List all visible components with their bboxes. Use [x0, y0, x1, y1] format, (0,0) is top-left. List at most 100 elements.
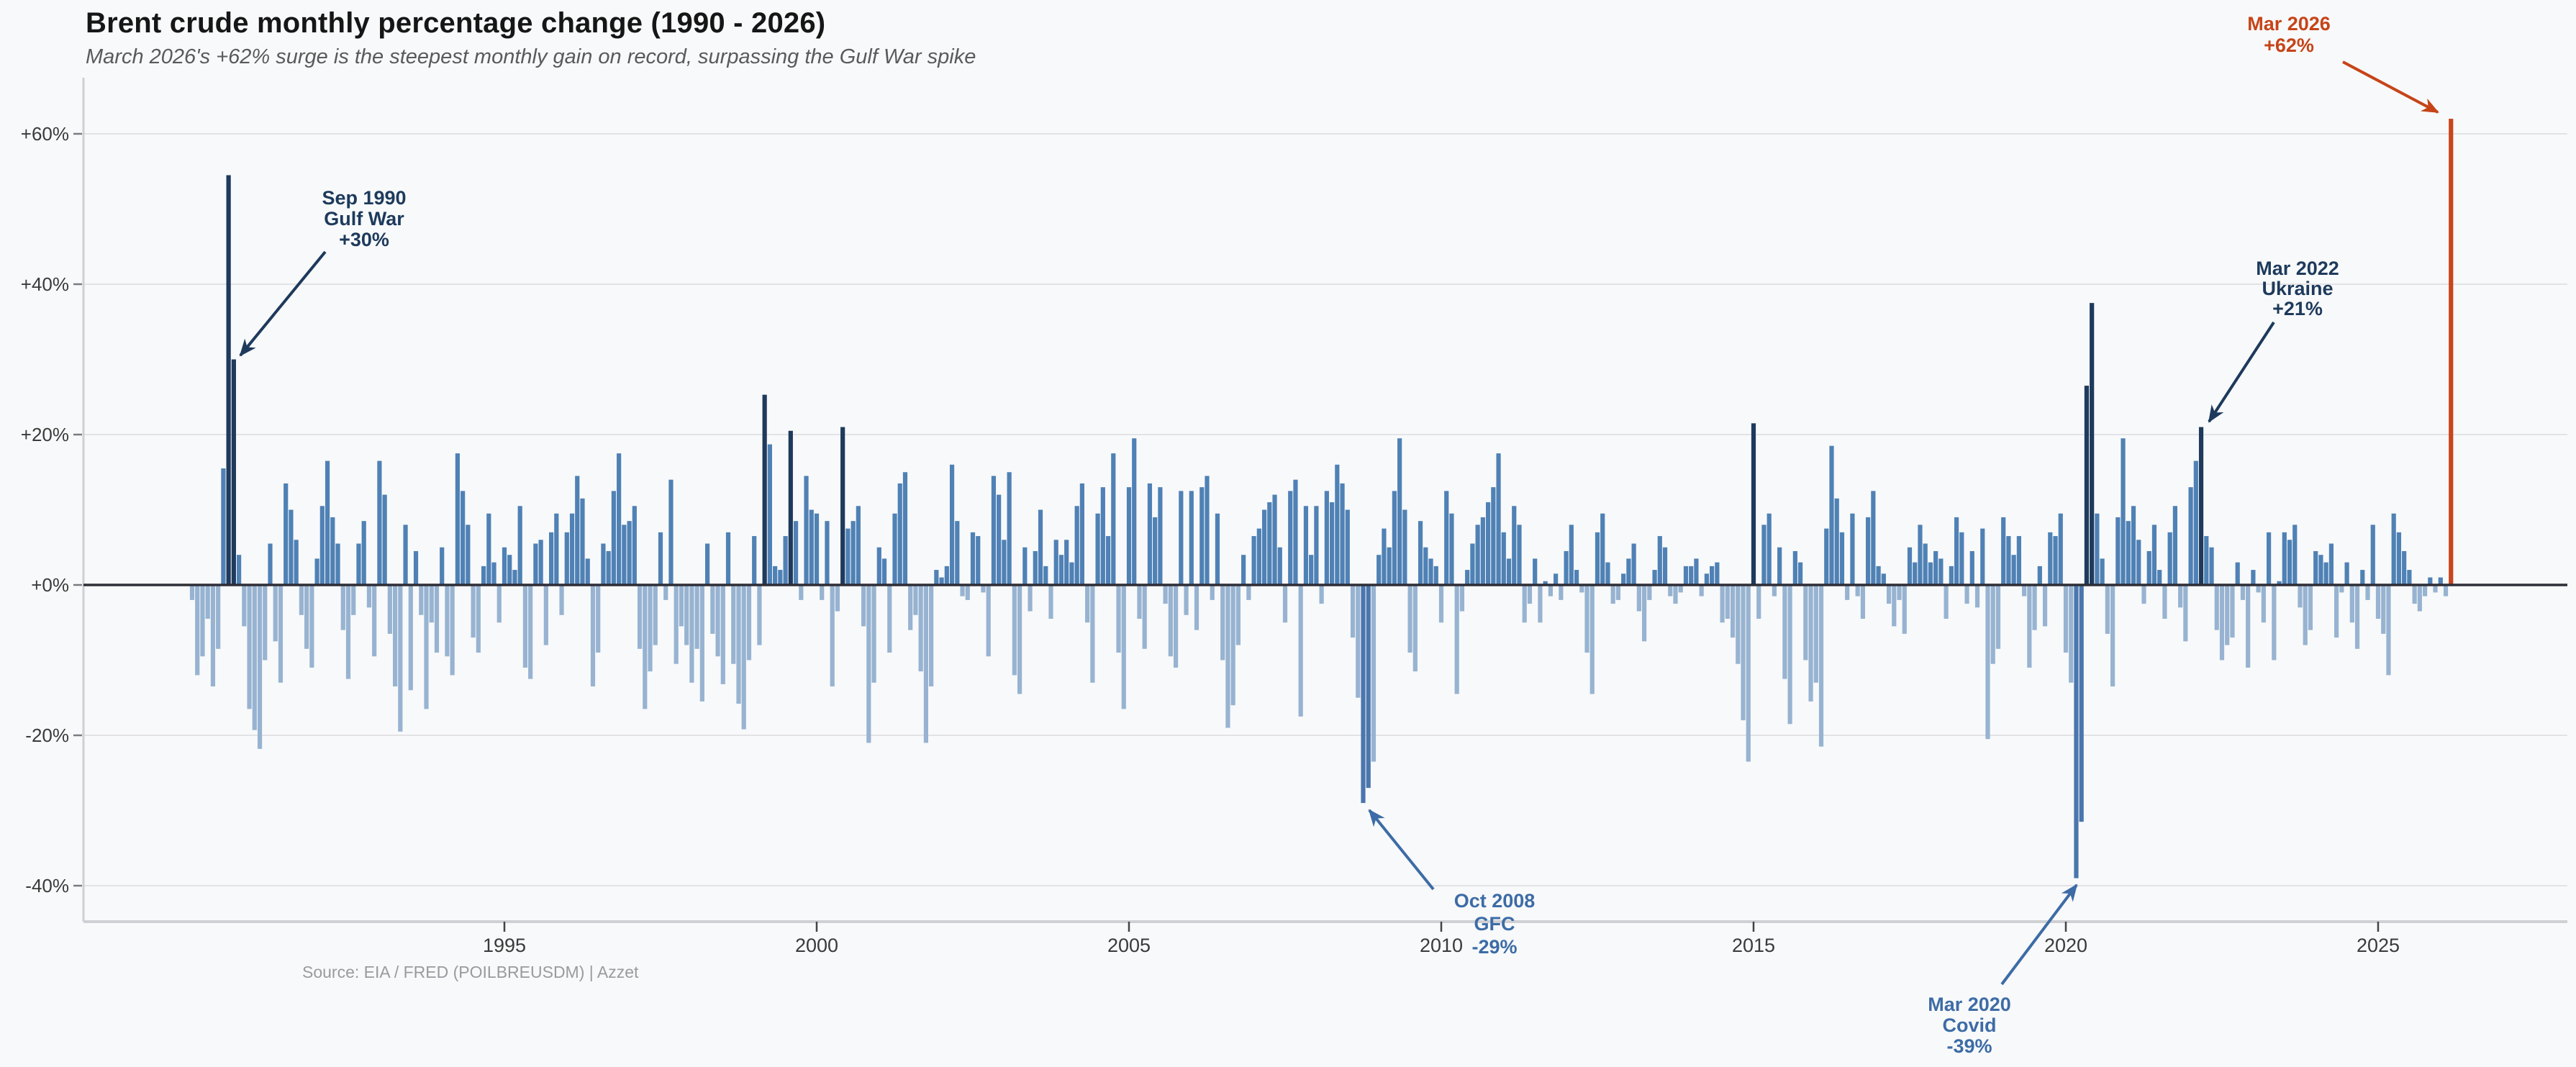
bar	[1803, 585, 1808, 660]
annotation-label: -39%	[1946, 1035, 1992, 1057]
bar	[1412, 585, 1418, 672]
bar	[319, 506, 325, 585]
bar	[2381, 585, 2386, 634]
bar	[2110, 585, 2115, 687]
bar	[757, 585, 762, 645]
bar	[689, 585, 694, 683]
bar	[1631, 543, 1636, 585]
bar	[1569, 525, 1574, 585]
bar	[1741, 585, 1746, 721]
bar	[892, 513, 897, 585]
bar	[361, 521, 366, 585]
bar	[1053, 540, 1058, 585]
bar	[1715, 562, 1720, 585]
bar	[1881, 573, 1886, 585]
bar	[788, 430, 793, 585]
bar	[1756, 585, 1761, 619]
bar	[2318, 555, 2323, 585]
bar	[1111, 453, 1116, 586]
bar	[522, 585, 528, 668]
bar	[1392, 491, 1397, 586]
bar	[1678, 585, 1683, 593]
bar	[923, 585, 928, 743]
bar	[705, 543, 710, 585]
bar	[1356, 585, 1361, 698]
bar	[897, 483, 902, 585]
x-tick-label: 2010	[1420, 935, 1463, 956]
bar	[445, 585, 450, 657]
bar	[991, 476, 997, 585]
bar	[486, 513, 491, 585]
bar	[1834, 498, 1839, 585]
bar	[2360, 570, 2365, 585]
bar	[1184, 585, 1189, 615]
bar	[1095, 513, 1100, 585]
bar	[1694, 558, 1699, 585]
bar	[408, 585, 413, 691]
bar	[1079, 483, 1084, 585]
bar	[434, 585, 440, 653]
bar	[1636, 585, 1641, 612]
bar	[2141, 585, 2146, 604]
bar	[1944, 585, 1949, 619]
bar	[1543, 581, 1548, 585]
bar	[1725, 585, 1730, 619]
bar	[1272, 494, 1277, 585]
bar	[871, 585, 876, 683]
bar	[887, 585, 892, 653]
bar	[773, 566, 778, 586]
bar	[1366, 585, 1371, 789]
bar	[2027, 585, 2032, 668]
bar	[2058, 513, 2063, 585]
bar	[1876, 566, 1881, 586]
bar	[1465, 570, 1470, 585]
bar	[440, 547, 445, 585]
bar	[1314, 506, 1319, 585]
bar	[1787, 585, 1792, 725]
bar	[1813, 585, 1818, 683]
y-axis: +60% +40% +20% +0% -20% -40%	[21, 123, 82, 896]
bar	[1641, 585, 1647, 642]
bar	[528, 585, 533, 679]
bar	[830, 585, 835, 687]
bar	[1100, 487, 1105, 585]
bar	[1527, 585, 1533, 604]
bar	[2079, 585, 2084, 822]
bar	[2151, 525, 2157, 585]
bar	[1902, 585, 1907, 634]
bar	[1459, 585, 1465, 612]
bar	[1980, 528, 1985, 586]
bar	[2235, 562, 2240, 585]
source-credit: Source: EIA / FRED (POILBREUSDM) | Azzet	[302, 963, 639, 981]
bar	[461, 491, 466, 586]
chart-subtitle: March 2026's +62% surge is the steepest …	[86, 45, 976, 68]
annotation-label: Oct 2008	[1454, 890, 1536, 912]
bar	[1933, 550, 1938, 585]
bar	[1839, 532, 1845, 585]
bar	[1969, 550, 1974, 585]
bar	[1662, 547, 1668, 585]
bar	[2386, 585, 2391, 676]
bar	[1402, 509, 1407, 585]
bar	[1267, 502, 1272, 585]
bar	[2349, 585, 2354, 623]
bar	[1350, 585, 1356, 638]
bar	[2261, 585, 2266, 623]
bar	[502, 547, 507, 585]
gridlines	[83, 133, 2567, 886]
bar	[2162, 585, 2167, 619]
bar	[1298, 585, 1303, 717]
bar	[1058, 555, 1064, 585]
bar	[1589, 585, 1595, 694]
bar	[1600, 513, 1605, 585]
x-tick-label: 2015	[1732, 935, 1775, 956]
bar	[2375, 585, 2381, 619]
bar	[1818, 585, 1824, 747]
bar	[1210, 585, 1215, 600]
bar	[247, 585, 252, 709]
x-tick-label: 2020	[2044, 935, 2087, 956]
y-tick-label: +20%	[21, 424, 69, 445]
bar	[2063, 585, 2069, 653]
y-tick-label: -20%	[25, 725, 69, 746]
bar	[1610, 585, 1615, 604]
